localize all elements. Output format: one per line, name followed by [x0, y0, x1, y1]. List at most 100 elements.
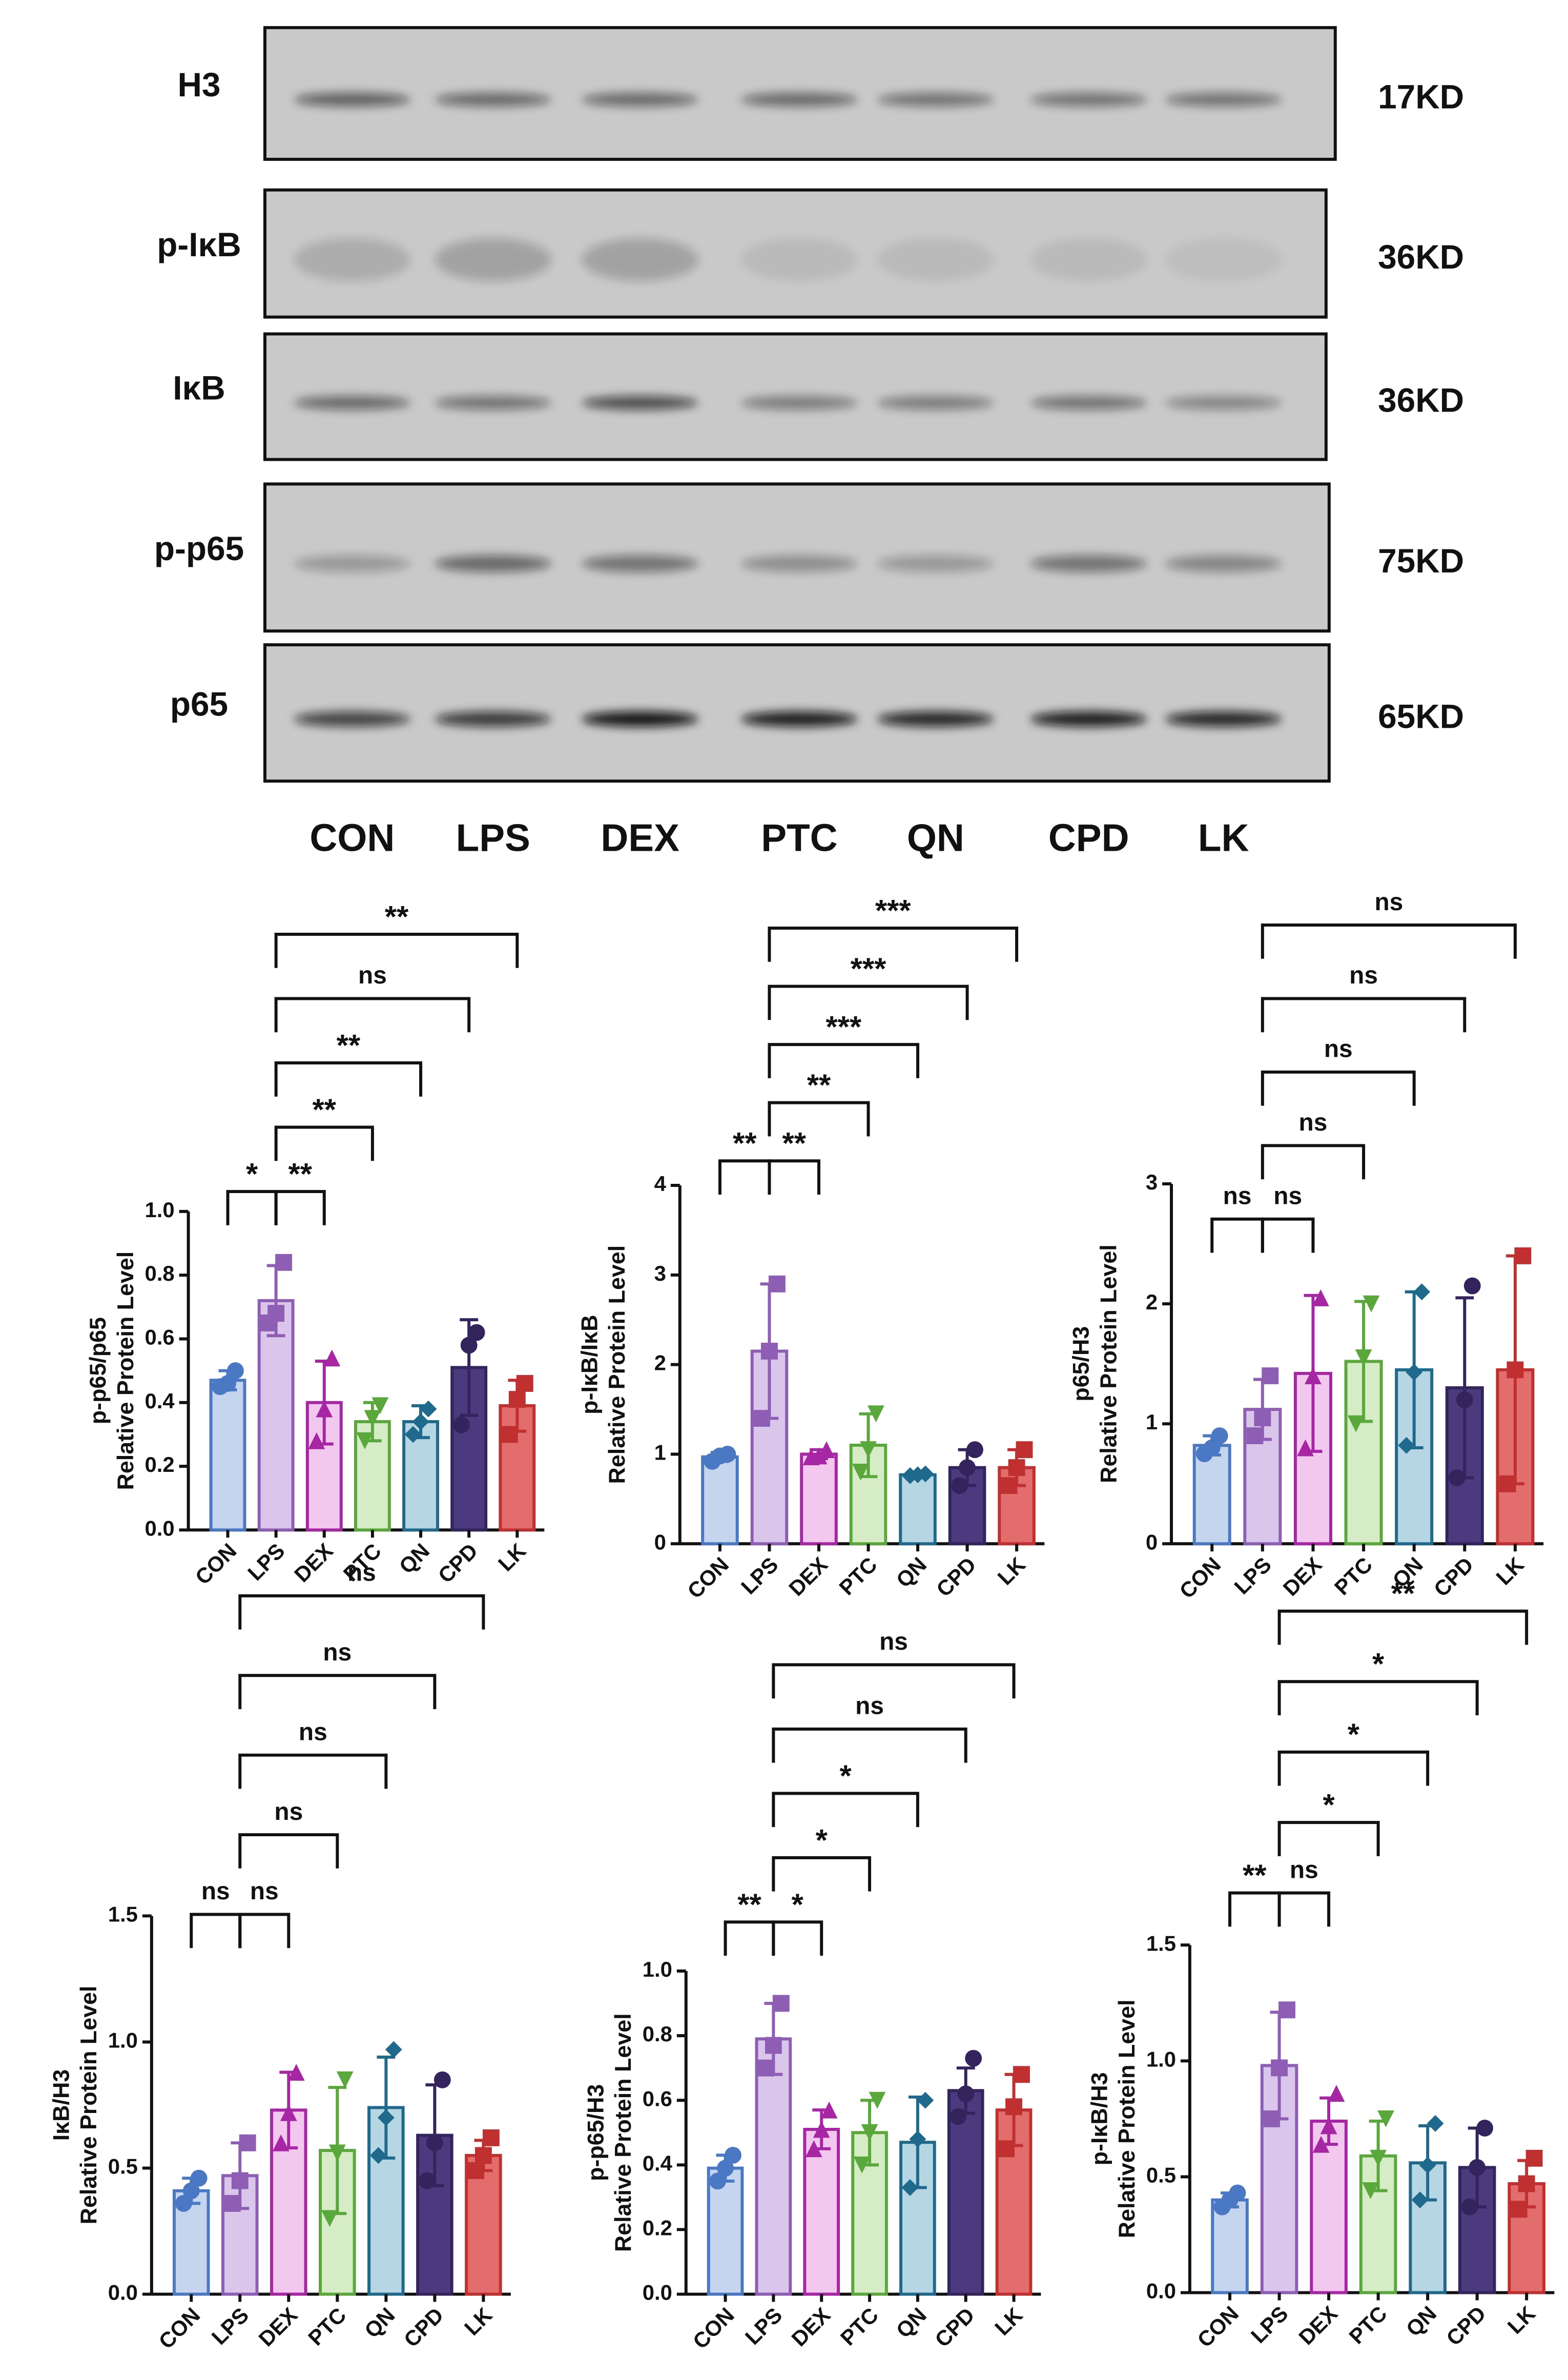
significance-label: *	[1372, 1647, 1385, 1681]
x-tick-label: LK	[460, 2303, 497, 2340]
significance-bracket	[1228, 1891, 1281, 1927]
data-point	[516, 1375, 533, 1392]
x-tick-label: CPD	[434, 1538, 483, 1588]
data-point	[998, 2140, 1015, 2158]
row-label: p-p65	[154, 529, 244, 567]
x-tick-label: DEX	[784, 1552, 832, 1601]
significance-label: **	[288, 1157, 312, 1191]
y-axis-label: Relative Protein Level	[604, 1245, 630, 1484]
bar	[701, 1455, 739, 1546]
x-tick-label: LPS	[1229, 1552, 1276, 1599]
significance-bracket	[1277, 1821, 1380, 1856]
significance-label: **	[807, 1068, 831, 1102]
significance-label: ns	[1374, 889, 1403, 916]
y-axis-label: Relative Protein Level	[610, 2013, 636, 2252]
bar-chart: 0.0 0.5 1.0 1.5 IκB/H3 Relative Protein Level…	[48, 1560, 511, 2353]
blot-band	[582, 711, 698, 727]
y-tick-label: 3	[654, 1261, 666, 1285]
significance-bracket	[768, 1043, 920, 1078]
row-label: H3	[177, 66, 220, 104]
x-tick-label: QN	[891, 2303, 931, 2343]
x-tick-label: QN	[360, 2303, 400, 2343]
lane-label: DEX	[601, 816, 679, 859]
y-tick-label: 3	[1146, 1170, 1158, 1194]
data-point	[1262, 1367, 1279, 1385]
significance-label: ns	[299, 1718, 327, 1746]
significance-bracket	[238, 1833, 339, 1869]
row-label: IκB	[173, 368, 225, 406]
significance-bracket	[1261, 1217, 1315, 1253]
data-point	[482, 2129, 500, 2146]
row-label: p-IκB	[157, 225, 241, 263]
blot-band	[1030, 238, 1147, 281]
data-point	[231, 2172, 249, 2189]
data-point	[323, 1349, 341, 1367]
x-tick-label: QN	[1401, 2301, 1441, 2341]
data-point	[1347, 1415, 1365, 1432]
y-tick-label: 0.4	[643, 2151, 673, 2175]
data-point	[1328, 2085, 1345, 2102]
x-tick-label: PTC	[834, 1552, 881, 1599]
data-point	[328, 2144, 346, 2162]
data-point	[182, 2182, 200, 2200]
y-tick-label: 0	[1146, 1530, 1158, 1554]
data-point	[1363, 1295, 1380, 1312]
x-tick-label: DEX	[1294, 2301, 1342, 2349]
significance-label: *	[1323, 1788, 1335, 1822]
significance-bracket	[274, 1125, 374, 1161]
row-size: 36KD	[1378, 238, 1464, 276]
bar-chart: 0.0 0.2 0.4 0.6 0.8 1.0 p-p65/p65 Relative Prot…	[85, 899, 545, 1589]
data-point	[1525, 2149, 1543, 2167]
bar-chart: 0.0 0.2 0.4 0.6 0.8 1.0 p-p65/H3 Relative Prote…	[583, 1628, 1041, 2353]
blot-band	[1165, 238, 1282, 281]
x-tick-label: DEX	[787, 2303, 835, 2351]
x-tick-label: CON	[1192, 2301, 1243, 2352]
data-point	[356, 1432, 374, 1449]
significance-label: *	[816, 1823, 828, 1857]
x-tick-label: LK	[493, 1538, 531, 1576]
blot-band	[582, 92, 698, 107]
data-point	[768, 1275, 786, 1292]
data-point	[753, 1410, 770, 1427]
significance-bracket	[1277, 1680, 1479, 1715]
data-point	[717, 2160, 734, 2177]
data-point	[909, 1466, 926, 1484]
data-point	[810, 1447, 828, 1465]
blot-band	[877, 711, 994, 727]
data-point	[951, 1477, 968, 1494]
data-point	[1377, 2110, 1394, 2127]
blot-band	[435, 238, 551, 281]
data-point	[1370, 2149, 1387, 2167]
data-point	[1411, 2191, 1429, 2209]
row-size: 75KD	[1378, 542, 1464, 580]
significance-label: ns	[201, 1878, 230, 1905]
data-point	[711, 1447, 729, 1465]
data-point	[765, 2037, 782, 2054]
bar	[402, 1420, 439, 1532]
x-tick-label: LPS	[740, 2303, 787, 2349]
data-point	[1419, 2157, 1436, 2174]
blot-band	[741, 238, 858, 281]
data-point	[820, 2101, 838, 2119]
y-axis-label: p-IκB/H3	[1086, 2072, 1112, 2165]
y-tick-label: 0.4	[145, 1389, 175, 1413]
row-label: p65	[170, 685, 228, 723]
significance-bracket	[238, 1594, 485, 1630]
data-point	[1278, 2001, 1295, 2019]
data-point	[364, 1410, 381, 1427]
significance-bracket	[238, 1753, 388, 1789]
significance-bracket	[226, 1190, 278, 1225]
x-tick-label: LK	[1491, 1552, 1529, 1590]
bar-chart: 0 1 2 3 p65/H3 Relative Protein Level CON LPS DE…	[1068, 889, 1544, 1603]
significance-bracket	[1277, 1891, 1331, 1927]
lane-label: PTC	[761, 816, 837, 859]
data-point	[1271, 2059, 1288, 2077]
x-tick-label: CPD	[932, 1552, 981, 1602]
blot-panel	[263, 643, 1331, 783]
blot-band	[741, 92, 858, 107]
data-point	[1355, 1349, 1372, 1366]
blot-band	[294, 396, 410, 410]
data-point	[1221, 2191, 1239, 2209]
y-tick-label: 1.0	[145, 1198, 175, 1222]
